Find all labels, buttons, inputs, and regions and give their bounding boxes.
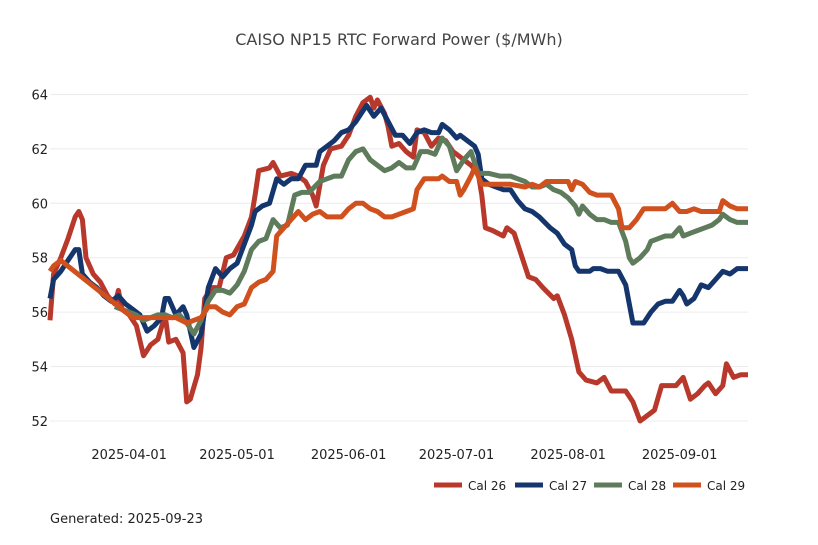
- y-tick-label: 52: [31, 415, 48, 430]
- legend-item-cal-28: Cal 28: [594, 479, 666, 493]
- legend-label: Cal 29: [707, 479, 745, 493]
- series-line-cal-29: [47, 165, 748, 326]
- legend-item-cal-29: Cal 29: [673, 479, 745, 493]
- chart-title: CAISO NP15 RTC Forward Power ($/MWh): [235, 30, 563, 49]
- series-line-cal-28: [113, 135, 748, 337]
- y-tick-label: 60: [31, 197, 48, 212]
- y-axis-ticks: 52 54 56 58 60 62 64: [31, 88, 48, 429]
- series-lines: [47, 94, 748, 424]
- x-tick-label: 2025-04-01: [91, 448, 167, 463]
- gridlines: [50, 93, 748, 422]
- y-tick-label: 56: [31, 306, 48, 321]
- generated-note: Generated: 2025-09-23: [50, 512, 204, 527]
- x-tick-label: 2025-07-01: [419, 448, 495, 463]
- y-tick-label: 54: [31, 361, 48, 376]
- legend: Cal 26 Cal 27 Cal 28 Cal 29: [434, 479, 745, 493]
- y-tick-label: 62: [31, 143, 48, 158]
- series-line-cal-27: [47, 102, 748, 350]
- y-tick-label: 64: [31, 88, 48, 103]
- legend-item-cal-26: Cal 26: [434, 479, 506, 493]
- legend-item-cal-27: Cal 27: [515, 479, 587, 493]
- series-line-cal-26: [47, 94, 748, 424]
- x-tick-label: 2025-06-01: [311, 448, 387, 463]
- legend-label: Cal 27: [549, 479, 587, 493]
- x-tick-label: 2025-05-01: [199, 448, 275, 463]
- y-tick-label: 58: [31, 252, 48, 267]
- x-axis-ticks: 2025-04-01 2025-05-01 2025-06-01 2025-07-01…: [91, 448, 717, 463]
- x-tick-label: 2025-08-01: [530, 448, 606, 463]
- x-tick-label: 2025-09-01: [642, 448, 718, 463]
- legend-label: Cal 28: [628, 479, 666, 493]
- legend-label: Cal 26: [468, 479, 506, 493]
